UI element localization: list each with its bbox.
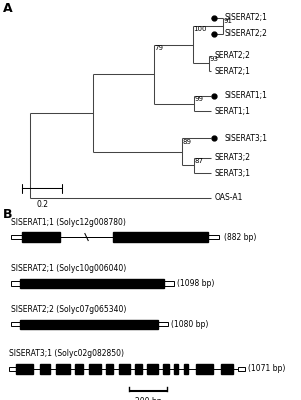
Text: 87: 87 (195, 158, 204, 164)
Text: SISERAT2;1: SISERAT2;1 (224, 13, 267, 22)
Bar (20, 320, 158, 329)
Bar (56, 364, 70, 374)
Text: (1098 bp): (1098 bp) (177, 279, 214, 288)
Bar (119, 364, 130, 374)
Text: A: A (3, 2, 13, 15)
Text: SERAT3;1: SERAT3;1 (214, 168, 250, 178)
Text: OAS-A1: OAS-A1 (214, 193, 243, 202)
Bar (238, 367, 245, 371)
Bar (11, 322, 20, 326)
Text: 99: 99 (195, 96, 204, 102)
Bar (174, 364, 178, 374)
Text: SISERAT2;1 (Solyc10g006040): SISERAT2;1 (Solyc10g006040) (11, 264, 126, 273)
Text: SISERAT1;1: SISERAT1;1 (224, 91, 267, 100)
Text: 200 bp: 200 bp (135, 397, 162, 400)
Text: SERAT3;2: SERAT3;2 (214, 153, 250, 162)
Bar (75, 364, 83, 374)
Text: 100: 100 (193, 26, 207, 32)
Bar (113, 232, 208, 242)
Bar (106, 364, 113, 374)
Text: (1080 bp): (1080 bp) (171, 320, 208, 329)
Text: SISERAT3;1: SISERAT3;1 (224, 134, 267, 142)
Text: 79: 79 (154, 45, 163, 51)
Text: (1071 bp): (1071 bp) (248, 364, 285, 374)
Text: 93: 93 (210, 56, 219, 62)
Bar (158, 322, 168, 326)
Bar (147, 364, 158, 374)
Bar (135, 364, 142, 374)
Text: SERAT2;2: SERAT2;2 (214, 51, 250, 60)
Bar (184, 364, 188, 374)
Bar (196, 364, 213, 374)
Bar (9, 367, 16, 371)
Bar (164, 282, 174, 286)
Text: SERAT1;1: SERAT1;1 (214, 107, 250, 116)
Text: SISERAT3;1 (Solyc02g082850): SISERAT3;1 (Solyc02g082850) (9, 350, 124, 358)
Bar (11, 282, 20, 286)
Text: SISERAT2;2 (Solyc07g065340): SISERAT2;2 (Solyc07g065340) (11, 305, 126, 314)
Bar (11, 235, 22, 239)
Bar (20, 279, 164, 288)
Text: B: B (3, 208, 13, 221)
Bar (221, 364, 233, 374)
Bar (89, 364, 101, 374)
Text: 91: 91 (223, 18, 232, 24)
Bar (40, 364, 50, 374)
Text: SISERAT2;2: SISERAT2;2 (224, 30, 267, 38)
Text: 89: 89 (183, 139, 192, 145)
Text: SISERAT1;1 (Solyc12g008780): SISERAT1;1 (Solyc12g008780) (11, 218, 126, 226)
Text: (882 bp): (882 bp) (224, 232, 257, 242)
Bar (16, 364, 33, 374)
Text: SERAT2;1: SERAT2;1 (214, 66, 250, 76)
Bar (163, 364, 169, 374)
Bar (208, 235, 219, 239)
Bar (22, 232, 60, 242)
Text: 0.2: 0.2 (36, 200, 48, 209)
